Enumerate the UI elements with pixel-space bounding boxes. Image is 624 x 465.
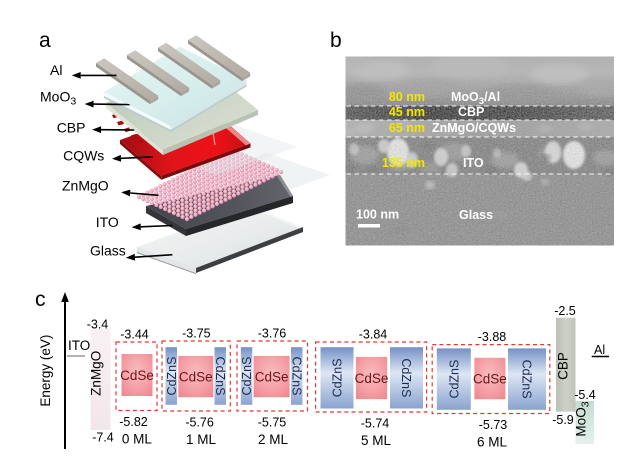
- svg-text:-7.4: -7.4: [92, 431, 114, 445]
- svg-text:ITO: ITO: [463, 156, 484, 170]
- svg-text:-5.74: -5.74: [361, 416, 390, 430]
- svg-text:MoO3: MoO3: [40, 89, 76, 108]
- svg-text:CdZnS: CdZnS: [520, 360, 534, 399]
- svg-text:CdZnS: CdZnS: [399, 358, 413, 397]
- svg-text:ZnMgO: ZnMgO: [62, 178, 109, 194]
- svg-text:a: a: [39, 29, 51, 52]
- svg-text:ITO: ITO: [68, 338, 90, 353]
- svg-text:Al: Al: [50, 62, 62, 78]
- svg-text:MoO3/Al: MoO3/Al: [451, 90, 500, 107]
- svg-text:CdZnS: CdZnS: [331, 358, 345, 397]
- svg-text:-3.84: -3.84: [359, 328, 388, 342]
- svg-text:-5.82: -5.82: [119, 415, 148, 429]
- svg-text:Energy (eV): Energy (eV): [38, 335, 53, 407]
- svg-text:CdSe: CdSe: [179, 370, 213, 385]
- svg-text:45 nm: 45 nm: [389, 105, 425, 119]
- svg-text:ZnMgO: ZnMgO: [89, 351, 104, 396]
- svg-text:-2.5: -2.5: [554, 304, 576, 318]
- svg-text:135 nm: 135 nm: [382, 156, 425, 170]
- svg-text:Glass: Glass: [90, 242, 126, 258]
- svg-text:CQWs: CQWs: [63, 148, 104, 164]
- svg-text:-5.4: -5.4: [574, 388, 596, 402]
- svg-text:CBP: CBP: [556, 352, 571, 380]
- svg-text:Al: Al: [594, 343, 605, 357]
- svg-text:CBP: CBP: [57, 120, 86, 136]
- svg-text:CdZnS: CdZnS: [165, 357, 179, 396]
- svg-text:-3.75: -3.75: [182, 327, 211, 341]
- svg-text:MoO3: MoO3: [574, 401, 592, 436]
- svg-text:-5.76: -5.76: [185, 415, 214, 429]
- svg-text:CdZnS: CdZnS: [289, 357, 303, 396]
- svg-text:CdSe: CdSe: [473, 372, 507, 387]
- svg-text:5 ML: 5 ML: [361, 433, 392, 448]
- svg-text:CdZnS: CdZnS: [447, 360, 461, 399]
- svg-text:b: b: [330, 29, 342, 52]
- svg-text:ITO: ITO: [96, 214, 119, 230]
- svg-text:65 nm: 65 nm: [389, 121, 425, 135]
- svg-text:-5.73: -5.73: [479, 418, 508, 432]
- svg-text:CdSe: CdSe: [255, 370, 289, 385]
- svg-text:CdSe: CdSe: [355, 371, 389, 386]
- svg-text:-3.76: -3.76: [258, 327, 287, 341]
- svg-text:6 ML: 6 ML: [477, 435, 508, 450]
- svg-text:-3.88: -3.88: [478, 330, 507, 344]
- svg-text:ZnMgO/CQWs: ZnMgO/CQWs: [432, 121, 516, 135]
- svg-text:CdZnS: CdZnS: [240, 357, 254, 396]
- svg-text:0 ML: 0 ML: [122, 432, 153, 447]
- svg-text:c: c: [35, 288, 46, 311]
- svg-text:80 nm: 80 nm: [389, 90, 425, 104]
- svg-text:-3.4: -3.4: [87, 318, 109, 332]
- svg-text:CdZnS: CdZnS: [213, 357, 227, 396]
- svg-text:CBP: CBP: [458, 105, 484, 119]
- svg-text:Glass: Glass: [459, 208, 493, 222]
- svg-text:-3.44: -3.44: [120, 328, 149, 342]
- svg-text:2 ML: 2 ML: [258, 432, 289, 447]
- svg-text:-5.75: -5.75: [258, 415, 287, 429]
- svg-text:1 ML: 1 ML: [186, 432, 217, 447]
- svg-text:100 nm: 100 nm: [356, 208, 399, 222]
- svg-text:CdSe: CdSe: [120, 368, 154, 383]
- svg-text:-5.9: -5.9: [552, 413, 574, 427]
